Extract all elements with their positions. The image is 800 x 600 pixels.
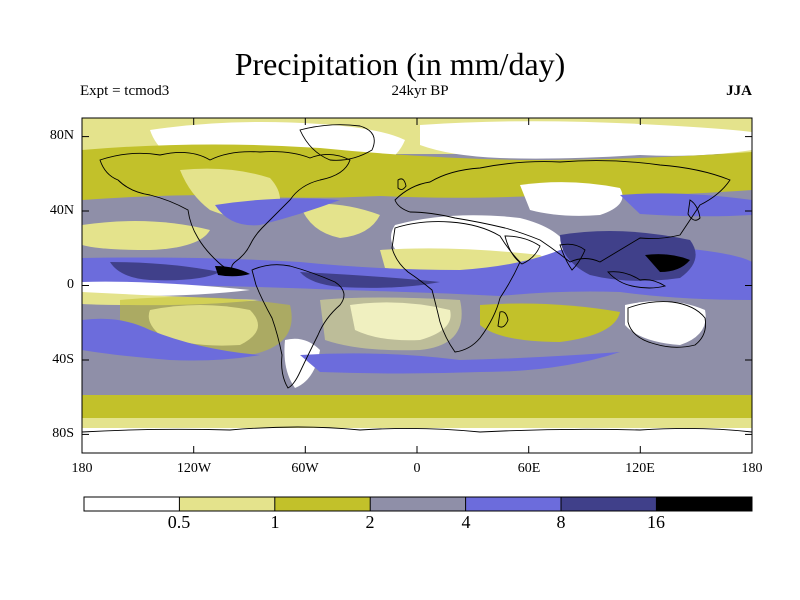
- colorbar-box-5: [465, 497, 561, 511]
- australia-dry: [625, 301, 706, 345]
- coast-africa: [391, 221, 521, 353]
- coast-greenland: [299, 124, 375, 161]
- lon-label-0: 0: [413, 461, 421, 476]
- colorbar-dividers: [178, 497, 657, 511]
- north-pacific-subtropic-light: [82, 221, 210, 250]
- southern-storm-track: [300, 352, 620, 374]
- antarctic-light-band: [82, 418, 752, 430]
- colorbar-box-3: [274, 497, 371, 511]
- lon-label-120w: 120W: [176, 461, 212, 476]
- colorbar-box-6: [561, 497, 657, 511]
- coast-japan: [687, 199, 701, 221]
- lon-label-180w: 180: [71, 461, 93, 476]
- colorbar-label-16: 16: [647, 512, 665, 532]
- lat-label-80n: 80N: [49, 128, 74, 143]
- coast-eurasia: [394, 160, 731, 263]
- colorbar-label-2: 2: [365, 512, 375, 532]
- coastlines: [82, 124, 752, 433]
- precip-field: [82, 118, 752, 453]
- colorbar-box-4: [370, 497, 466, 511]
- lat-label-80s: 80S: [52, 426, 74, 441]
- colorbar-label-8: 8: [556, 512, 566, 532]
- chart-title: Precipitation (in mm/day): [234, 46, 566, 82]
- south-america-south-dry: [284, 338, 320, 388]
- lon-label-60w: 60W: [291, 461, 319, 476]
- colorbar: [83, 496, 753, 512]
- coast-arabia: [504, 235, 541, 265]
- lat-label-40s: 40S: [52, 352, 74, 367]
- coast-india: [559, 243, 586, 271]
- north-atlantic-subtropic-light: [300, 203, 380, 238]
- colorbar-frame: [83, 496, 753, 512]
- south-indian-light: [480, 303, 620, 342]
- lon-ticks: [81, 118, 753, 453]
- itcz-core-atlantic: [300, 272, 440, 288]
- lon-label-60e: 60E: [517, 461, 541, 476]
- lat-label-40n: 40N: [49, 203, 74, 218]
- coast-north-america: [99, 151, 351, 273]
- colorbar-box-2: [179, 497, 275, 511]
- coast-madagascar: [497, 311, 509, 328]
- coast-australia: [627, 301, 706, 348]
- coast-uk: [397, 178, 407, 191]
- south-pacific-storm-track: [82, 318, 260, 361]
- equatorial-pacific-dry-tongue: [82, 281, 250, 296]
- colorbar-box-7: [656, 497, 752, 511]
- lat-label-0: 0: [67, 277, 74, 292]
- lat-ticks: [82, 136, 752, 435]
- experiment-label: Expt = tcmod3: [80, 83, 170, 99]
- north-pacific-storm-track: [620, 193, 752, 217]
- itcz-core-pacific: [110, 262, 220, 281]
- coast-antarctica: [82, 426, 752, 433]
- monsoon-peak: [645, 254, 690, 272]
- season-label: JJA: [726, 83, 752, 99]
- colorbar-box-1: [84, 497, 180, 511]
- north-atlantic-storm-track: [215, 198, 340, 226]
- south-atlantic-light: [320, 297, 462, 351]
- central-asia-dry: [520, 182, 623, 216]
- coast-maritime-continent: [607, 271, 667, 289]
- colorbar-label-1: 1: [270, 512, 280, 532]
- lon-label-180e: 180: [741, 461, 763, 476]
- lon-label-120e: 120E: [625, 461, 655, 476]
- period-label: 24kyr BP: [391, 83, 449, 99]
- colorbar-label-4: 4: [461, 512, 471, 532]
- coast-south-america: [251, 264, 345, 389]
- colorbar-label-0-5: 0.5: [167, 512, 191, 532]
- arctic-dry-siberia: [420, 121, 752, 159]
